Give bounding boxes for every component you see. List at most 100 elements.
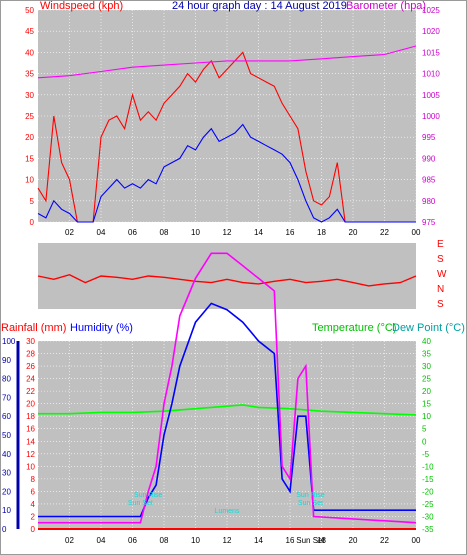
bottom-x-tick-label: 22 [380, 536, 389, 545]
temperature-tick-label: -25 [422, 500, 434, 509]
dewpoint-axis-label: Dew Point (°C) [392, 322, 465, 334]
temperature-tick-label: 35 [422, 350, 431, 359]
direction-label: N [437, 284, 444, 295]
series-barometer [37, 45, 417, 79]
top-x-tick-label: 22 [380, 228, 389, 237]
rainfall-tick-label: 18 [26, 412, 35, 421]
temperature-tick-label: -20 [422, 487, 434, 496]
top-x-tick-label: 18 [317, 228, 326, 237]
barometer-tick-label: 1005 [422, 91, 440, 100]
bottom-x-tick-label: 00 [412, 536, 421, 545]
rainfall-tick-label: 10 [26, 462, 35, 471]
barometer-tick-label: 990 [422, 154, 436, 163]
rainfall-tick-label: 26 [26, 362, 35, 371]
top-x-tick-label: 14 [254, 228, 263, 237]
humidity-tick-label: 70 [2, 393, 11, 402]
barometer-tick-label: 995 [422, 133, 436, 142]
humidity-tick-label: 100 [2, 337, 16, 346]
humidity-tick-label: 0 [2, 525, 7, 534]
bottom-x-tick-label: 20 [349, 536, 358, 545]
humidity-tick-label: 30 [2, 469, 11, 478]
lux-annotation: Lumens [215, 508, 240, 515]
top-x-tick-label: 00 [412, 228, 421, 237]
temperature-tick-label: -10 [422, 462, 434, 471]
rainfall-tick-label: 2 [31, 512, 36, 521]
rainfall-tick-label: 0 [31, 525, 36, 534]
windspeed-tick-label: 35 [25, 70, 34, 79]
windspeed-axis-label: Windspeed (kph) [40, 0, 123, 12]
top-x-tick-label: 06 [128, 228, 137, 237]
windspeed-tick-label: 40 [25, 48, 34, 57]
temperature-tick-label: 40 [422, 337, 431, 346]
bottom-x-tick-label: 06 [128, 536, 137, 545]
top-x-tick-label: 02 [65, 228, 74, 237]
direction-label: S [437, 299, 444, 310]
temperature-tick-label: 0 [422, 437, 427, 446]
rainfall-tick-label: 12 [26, 450, 35, 459]
windspeed-tick-label: 10 [25, 176, 34, 185]
sunset-x-tick-label: Sun Set [296, 536, 325, 545]
barometer-tick-label: 1015 [422, 48, 440, 57]
windspeed-tick-label: 5 [30, 197, 35, 206]
temperature-tick-label: 10 [422, 412, 431, 421]
top-x-tick-label: 16 [286, 228, 295, 237]
bottom-x-tick-label: 12 [223, 536, 232, 545]
top-x-tick-label: 08 [160, 228, 169, 237]
rainfall-tick-label: 24 [26, 375, 35, 384]
series-gust [37, 123, 416, 223]
humidity-axis-label: Humidity (%) [70, 322, 133, 334]
series-solar [38, 252, 417, 524]
rainfall-tick-label: 14 [26, 437, 35, 446]
humidity-tick-label: 60 [2, 412, 11, 421]
direction-series [37, 273, 417, 287]
top-x-tick-label: 12 [223, 228, 232, 237]
rainfall-tick-label: 28 [26, 350, 35, 359]
temperature-tick-label: -15 [422, 475, 434, 484]
windspeed-tick-label: 45 [25, 27, 34, 36]
windspeed-tick-label: 15 [25, 154, 34, 163]
bottom-x-tick-label: 02 [65, 536, 74, 545]
top-series [37, 45, 417, 223]
humidity-tick-label: 40 [2, 450, 11, 459]
bottom-x-tick-label: 04 [97, 536, 106, 545]
windspeed-tick-label: 30 [25, 91, 34, 100]
top-x-tick-label: 20 [349, 228, 358, 237]
series-wind-direction [37, 273, 417, 287]
barometer-tick-label: 1000 [422, 112, 440, 121]
rainfall-axis-label: Rainfall (mm) [1, 322, 66, 334]
rainfall-tick-label: 6 [31, 487, 36, 496]
barometer-tick-label: 980 [422, 197, 436, 206]
humidity-tick-label: 10 [2, 506, 11, 515]
rainfall-tick-label: 16 [26, 425, 35, 434]
barometer-tick-label: 975 [422, 218, 436, 227]
temperature-tick-label: -35 [422, 525, 434, 534]
top-x-tick-label: 10 [191, 228, 200, 237]
direction-label: E [437, 239, 444, 250]
temperature-tick-label: 30 [422, 362, 431, 371]
windspeed-tick-label: 20 [25, 133, 34, 142]
windspeed-tick-label: 50 [25, 6, 34, 15]
barometer-tick-label: 985 [422, 176, 436, 185]
windspeed-tick-label: 0 [30, 218, 35, 227]
bottom-axis-ticks: 0246810121416182022242628300102030405060… [2, 337, 434, 545]
lux-annotation: Sun Set [128, 500, 153, 507]
rainfall-tick-label: 8 [31, 475, 36, 484]
barometer-tick-label: 1025 [422, 6, 440, 15]
series-windspeed [37, 51, 416, 223]
humidity-tick-label: 80 [2, 375, 11, 384]
top-axis-ticks: 0510152025303540455097598098599099510001… [25, 6, 440, 237]
rainfall-tick-label: 22 [26, 387, 35, 396]
temperature-tick-label: -5 [422, 450, 430, 459]
humidity-tick-label: 50 [2, 431, 11, 440]
direction-label: S [437, 254, 444, 265]
windspeed-tick-label: 25 [25, 112, 34, 121]
humidity-tick-label: 20 [2, 487, 11, 496]
temperature-tick-label: 15 [422, 400, 431, 409]
series-humidity [38, 302, 416, 518]
top-x-tick-label: 04 [97, 228, 106, 237]
bottom-x-tick-label: 18 [317, 536, 326, 545]
rainfall-tick-label: 30 [26, 337, 35, 346]
barometer-tick-label: 1020 [422, 27, 440, 36]
